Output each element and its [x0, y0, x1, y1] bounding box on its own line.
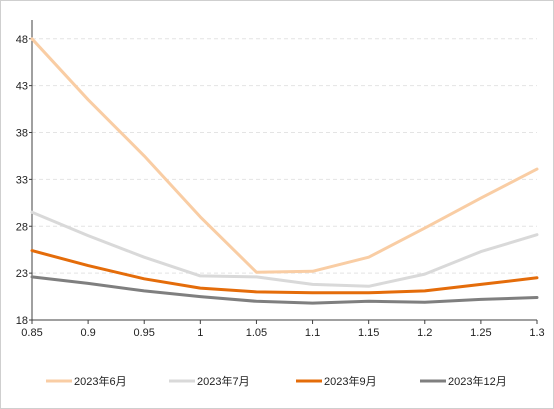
- legend-label-1: 2023年6月: [74, 374, 127, 388]
- y-tick-label-33: 33: [16, 174, 28, 186]
- x-tick-label-0.9: 0.9: [80, 327, 95, 339]
- x-tick-label-1.3: 1.3: [529, 327, 544, 339]
- y-tick-label-43: 43: [16, 81, 28, 93]
- gridlines: [32, 38, 537, 274]
- legend-label-3: 2023年9月: [324, 374, 377, 388]
- x-tick-label-1.05: 1.05: [246, 327, 267, 339]
- x-tick-label-1.2: 1.2: [417, 327, 432, 339]
- x-tick-label-0.95: 0.95: [134, 327, 155, 339]
- x-tick-label-1.15: 1.15: [358, 327, 379, 339]
- legend-label-4: 2023年12月: [448, 374, 507, 388]
- x-tick-label-1: 1: [197, 327, 203, 339]
- series-line-1: [30, 37, 539, 274]
- series-line-2: [30, 210, 539, 288]
- x-tick-label-1.25: 1.25: [470, 327, 491, 339]
- y-tick-label-28: 28: [16, 221, 28, 233]
- legend-label-2: 2023年7月: [197, 374, 250, 388]
- y-tick-label-18: 18: [16, 315, 28, 327]
- y-tick-label-48: 48: [16, 34, 28, 46]
- series-lines: [30, 37, 539, 305]
- series-line-4: [30, 275, 539, 305]
- x-tick-label-1.1: 1.1: [305, 327, 320, 339]
- legend: 2023年6月 2023年7月 2023年9月 2023年12月: [46, 374, 507, 388]
- axes: 18 23 28 33 38 43 48 0.85 0.9 0.95 1 1.05 1.1 1.15 1.2…: [16, 20, 545, 339]
- series-line-3: [30, 249, 539, 295]
- y-tick-label-23: 23: [16, 268, 28, 280]
- x-tick-label-0.85: 0.85: [21, 327, 42, 339]
- y-tick-label-38: 38: [16, 128, 28, 140]
